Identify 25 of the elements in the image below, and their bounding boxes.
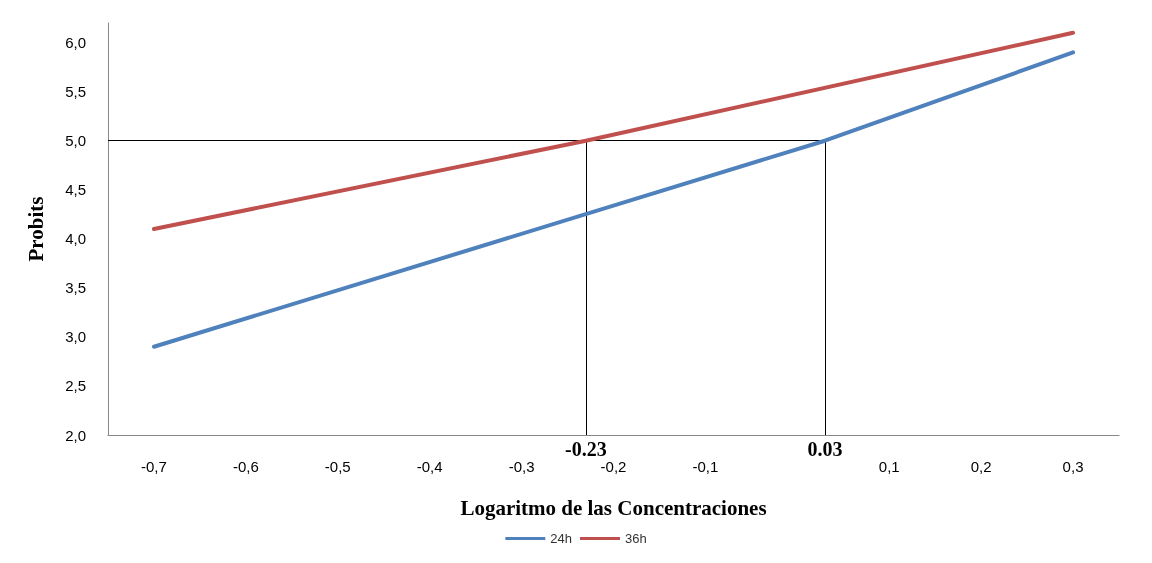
x-tick-label: 0,3: [1062, 458, 1084, 475]
y-tick-label: 3,0: [65, 328, 86, 346]
legend-label: 24h: [550, 531, 573, 546]
x-tick-label: -0,2: [600, 458, 627, 475]
y-axis-title: Probits: [23, 196, 48, 262]
y-tick-label: 2,0: [65, 426, 86, 444]
x-tick-label: 0,1: [878, 458, 900, 475]
ref-line-label: -0.23: [565, 438, 607, 460]
legend-label: 36h: [625, 531, 647, 546]
y-tick-label: 4,0: [65, 230, 86, 248]
y-tick-label: 6,0: [65, 34, 86, 52]
x-tick-label: -0,3: [508, 458, 535, 475]
x-tick-label: 0,2: [970, 458, 992, 475]
y-tick-label: 4,5: [65, 181, 86, 199]
x-tick-label: -0,7: [141, 458, 167, 475]
x-tick-label: -0,6: [232, 458, 259, 475]
y-tick-label: 2,5: [65, 377, 86, 395]
x-tick-label: -0,1: [692, 458, 719, 475]
x-tick-label: -0,4: [416, 458, 443, 475]
x-tick-label: -0,5: [324, 458, 351, 475]
y-tick-label: 5,5: [65, 83, 86, 101]
ref-line-label: 0.03: [807, 438, 843, 460]
x-axis-title: Logaritmo de las Concentraciones: [460, 495, 767, 520]
y-tick-label: 5,0: [65, 132, 86, 150]
y-tick-label: 3,5: [65, 279, 86, 297]
